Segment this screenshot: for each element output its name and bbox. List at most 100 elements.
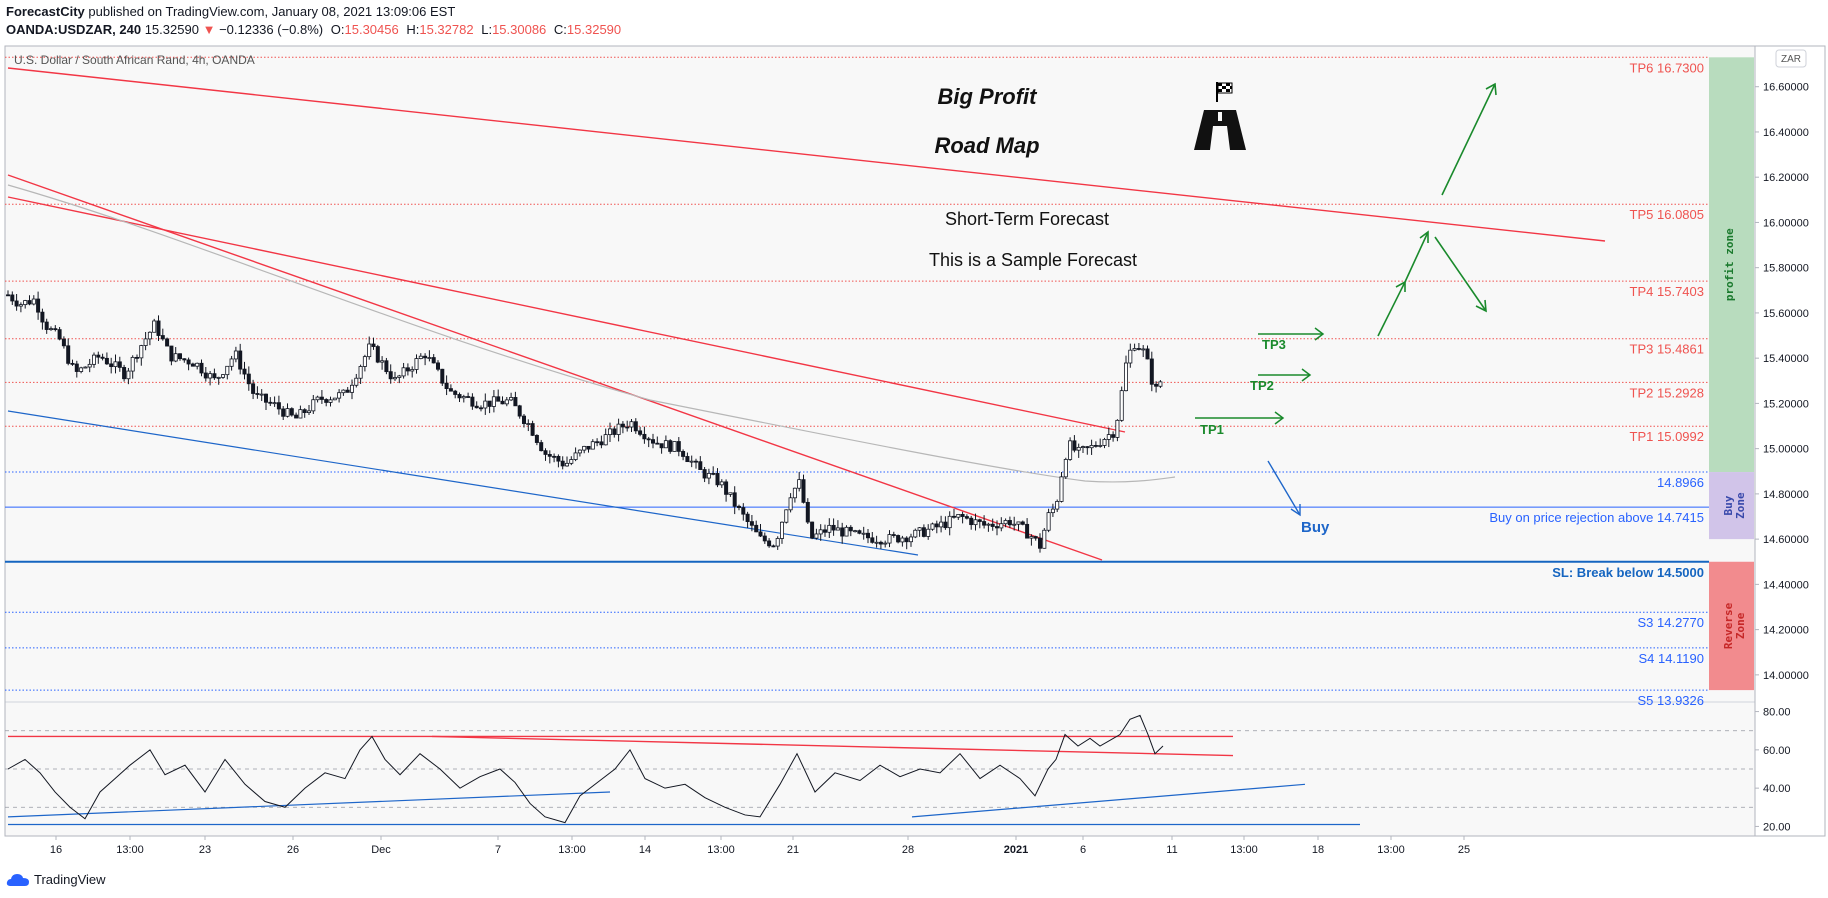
level-label-6: 14.8966	[1657, 475, 1704, 490]
tradingview-logo[interactable]: TradingView	[6, 872, 106, 887]
x-tick-label: 28	[902, 844, 914, 856]
big-up-arrow[interactable]	[1441, 83, 1496, 196]
candle-body	[242, 368, 247, 375]
candle-body	[724, 481, 729, 495]
candle-body	[870, 537, 875, 543]
candle-body	[565, 462, 570, 467]
candle-body	[294, 414, 299, 419]
candle-body	[298, 409, 303, 419]
buy-arrow-head	[1290, 504, 1301, 517]
candle-body	[552, 455, 557, 458]
published-text: published on TradingView.com, January 08…	[88, 4, 456, 19]
zone-label-0: profit zone	[1723, 228, 1736, 301]
candle-body	[625, 426, 630, 429]
candle-body	[474, 405, 479, 409]
trendlines[interactable]	[7, 67, 1606, 561]
candle-body	[590, 441, 595, 450]
candle-body	[165, 338, 170, 347]
publisher-name[interactable]: ForecastCity	[6, 4, 85, 19]
steep-resistance-line[interactable]	[7, 174, 1103, 561]
support-channel-line[interactable]	[7, 410, 919, 556]
candle-body	[668, 440, 673, 452]
candle-body	[754, 524, 759, 533]
x-tick-label: 26	[287, 844, 299, 856]
candle-body	[771, 545, 776, 548]
up-arrow-1[interactable]	[1377, 281, 1406, 337]
candle-body	[216, 376, 221, 379]
candle-body	[251, 383, 256, 394]
candle-body	[1007, 520, 1012, 526]
candle-body	[577, 449, 582, 454]
candle-body	[259, 393, 264, 396]
rsi-support-slope-2[interactable]	[911, 783, 1306, 818]
candle-body	[109, 363, 114, 368]
candle-body	[509, 397, 514, 401]
tp2-arrowhead	[1301, 368, 1312, 382]
candle-body	[788, 497, 793, 511]
candle-body	[371, 343, 376, 347]
rsi-line[interactable]	[7, 714, 1164, 824]
candle-body	[1149, 358, 1154, 385]
x-tick-label: 13:00	[116, 844, 144, 856]
down-arrow[interactable]	[1434, 236, 1487, 312]
x-tick-label: 18	[1312, 844, 1324, 856]
price-pane[interactable]	[4, 45, 1756, 703]
candle-body	[1046, 512, 1051, 531]
currency-badge[interactable]	[1775, 49, 1807, 68]
candle-body	[358, 366, 363, 379]
rsi-resistance-slope[interactable]	[431, 735, 1234, 757]
candle-body	[513, 397, 518, 407]
candle-body	[999, 523, 1004, 529]
x-tick-label: Dec	[371, 844, 391, 856]
candle-body	[461, 396, 466, 399]
zone-label-2: ReverseZone	[1722, 602, 1747, 649]
candle-body	[1158, 381, 1163, 387]
candle-body	[113, 361, 118, 368]
low-label: L:	[481, 22, 493, 37]
x-tick-label: 14	[639, 844, 651, 856]
candle-body	[603, 434, 608, 446]
close-label: C:	[553, 22, 567, 37]
candle-body	[40, 311, 45, 323]
down-arrow-head	[1475, 299, 1487, 313]
moving-average-line[interactable]	[7, 184, 1176, 483]
candle-body	[362, 356, 367, 367]
rsi-support-slope-1[interactable]	[7, 791, 611, 818]
candle-body	[139, 345, 144, 359]
candle-body	[775, 538, 780, 547]
tp3-arrowhead	[1314, 327, 1325, 341]
y-tick-label: 16.20000	[1763, 172, 1809, 184]
finish-flag-icon	[1216, 82, 1233, 102]
candle-body	[152, 320, 157, 333]
candle-body	[556, 455, 561, 462]
candle-body	[186, 359, 191, 365]
middle-resistance-line[interactable]	[7, 196, 1126, 433]
low-value: 15.30086	[492, 22, 547, 37]
candle-body	[1111, 434, 1116, 438]
candle-body	[1124, 362, 1129, 392]
candle-body	[1119, 390, 1124, 421]
upper-resistance-line[interactable]	[7, 67, 1606, 242]
projection-arrows[interactable]	[1195, 82, 1497, 517]
candle-body	[698, 461, 703, 470]
candle-body	[737, 505, 742, 508]
level-label-0: TP6 16.7300	[1630, 60, 1704, 75]
candle-body	[853, 530, 858, 533]
candle-body	[229, 358, 234, 367]
candle-body	[487, 400, 492, 407]
candle-body	[440, 368, 445, 384]
candle-body	[70, 362, 75, 365]
up-arrow-2[interactable]	[1404, 231, 1429, 283]
candle-body	[18, 304, 23, 307]
candle-body	[599, 441, 604, 446]
candle-body	[134, 356, 139, 359]
buy-arrow[interactable]	[1267, 460, 1301, 516]
candle-body	[1059, 476, 1064, 502]
candle-body	[913, 529, 918, 538]
candle-body	[315, 396, 320, 401]
candle-body	[1029, 536, 1034, 539]
zone-0	[1709, 57, 1754, 473]
candle-body	[517, 405, 522, 417]
candle-body	[909, 536, 914, 543]
